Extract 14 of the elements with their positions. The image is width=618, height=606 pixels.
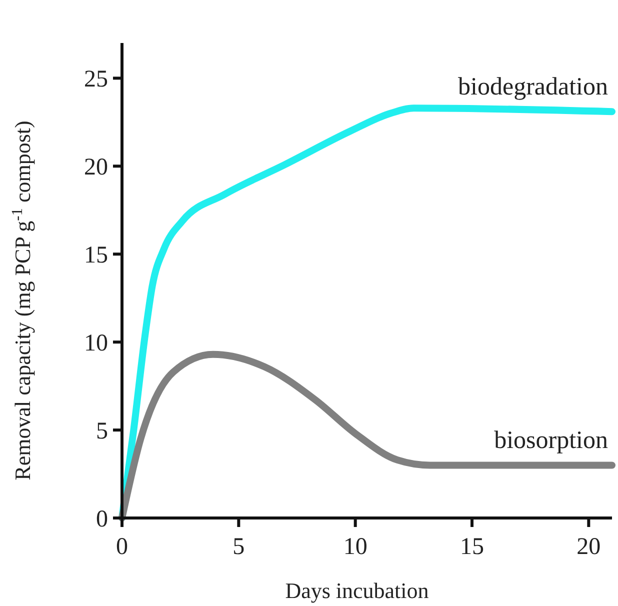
x-tick-label: 5 <box>232 534 245 560</box>
x-tick-label: 0 <box>116 534 128 560</box>
series-label: biodegradation <box>458 74 608 101</box>
x-axis-title: Days incubation <box>285 578 429 603</box>
series-label: biosorption <box>494 427 608 454</box>
y-tick-label: 15 <box>84 242 108 269</box>
x-tick-label: 10 <box>343 534 368 560</box>
x-tick-label: 15 <box>460 534 484 560</box>
x-tick-label: 20 <box>576 534 601 560</box>
y-tick-label: 10 <box>84 330 108 356</box>
y-tick-label: 0 <box>96 506 108 532</box>
y-tick-label: 20 <box>84 154 108 181</box>
y-tick-label: 5 <box>96 418 108 444</box>
y-tick-label: 25 <box>84 66 108 93</box>
